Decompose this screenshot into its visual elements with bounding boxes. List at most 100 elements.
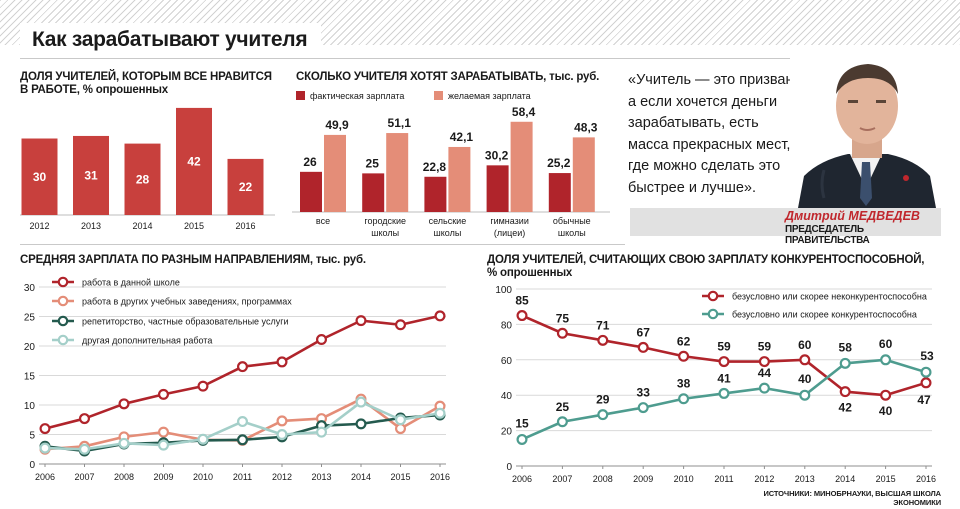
legend-label: репетиторство, частные образовательные у… [82, 317, 289, 327]
data-label: 60 [879, 337, 893, 351]
bar-data-label: 25 [366, 156, 380, 170]
x-tick-label: 2013 [311, 472, 331, 482]
data-point [718, 356, 730, 368]
legend-marker [57, 295, 69, 307]
data-label: 67 [637, 325, 651, 339]
x-tick-label: 2010 [674, 474, 694, 484]
competitive-chart-title-line-1: ДОЛЯ УЧИТЕЛЕЙ, СЧИТАЮЩИХ СВОЮ ЗАРПЛАТУ К… [487, 254, 925, 266]
x-tick-label: 2006 [35, 472, 55, 482]
legend-swatch [434, 91, 443, 100]
x-tick-label: сельские [429, 216, 467, 226]
x-tick-label: 2012 [272, 472, 292, 482]
data-point [355, 418, 367, 430]
quote-text: «Учитель — это призвание, а если хочется… [628, 70, 828, 200]
y-tick-label: 40 [501, 391, 513, 402]
legend-marker [707, 290, 719, 302]
data-point [718, 387, 730, 399]
data-point [434, 310, 446, 322]
data-point [880, 354, 892, 366]
x-tick-label: 2009 [153, 472, 173, 482]
y-tick-label: 25 [24, 313, 36, 324]
y-tick-label: 60 [501, 356, 513, 367]
data-label: 59 [717, 340, 731, 354]
data-point [516, 433, 528, 445]
data-point [597, 409, 609, 421]
data-point [920, 366, 932, 378]
data-point [395, 414, 407, 426]
competitive-line-chart: 0 20 40 60 80 100 2006 2007 2008 2009 2010 2011 2012… [495, 285, 936, 484]
x-tick-label: 2015 [184, 221, 204, 231]
x-tick-label: 2011 [714, 474, 733, 484]
quote-caption-band [630, 208, 941, 236]
bar [386, 133, 409, 212]
data-point [637, 341, 649, 353]
bar [548, 173, 571, 212]
x-tick-label: 2011 [233, 472, 252, 482]
quote-author-name: Дмитрий МЕДВЕДЕВ [785, 209, 920, 223]
data-point [237, 361, 249, 373]
data-label: 15 [515, 416, 529, 430]
x-tick-label: школы [558, 228, 586, 238]
bar [227, 158, 264, 215]
data-point [39, 423, 51, 435]
data-point [839, 386, 851, 398]
x-tick-label: 2009 [633, 474, 653, 484]
bar-data-label: 22 [239, 180, 253, 194]
y-tick-label: 30 [24, 283, 36, 294]
x-tick-label: 2012 [754, 474, 774, 484]
data-point [158, 426, 170, 438]
x-tick-label: 2006 [512, 474, 532, 484]
y-tick-label: 5 [29, 431, 35, 442]
x-tick-label: городские [364, 216, 406, 226]
bar [73, 135, 109, 215]
data-point [880, 389, 892, 401]
data-point [237, 434, 249, 446]
data-point [158, 388, 170, 400]
row-separator-left [20, 244, 625, 245]
quote-line: быстрее и лучше». [628, 179, 757, 196]
x-tick-label: 2016 [916, 474, 936, 484]
data-label: 33 [637, 386, 651, 400]
bar [510, 121, 533, 212]
source-note: ИСТОЧНИКИ: МИНОБРНАУКИ, ВЫСШАЯ ШКОЛА ЭКО… [763, 489, 941, 507]
data-point [39, 442, 51, 454]
x-tick-label: 2014 [351, 472, 371, 482]
competitive-chart-title-line-2: % опрошенных [487, 267, 573, 279]
data-point [197, 433, 209, 445]
page-title: Как зарабатывают учителя [20, 23, 322, 57]
data-label: 44 [758, 366, 772, 380]
data-label: 85 [515, 294, 529, 308]
satisfied-bar-chart: 30 2012 31 2013 28 2014 42 2015 22 2016 [20, 107, 275, 231]
bar [21, 138, 58, 215]
x-tick-label: гимназии [490, 216, 529, 226]
competitive-chart-title: ДОЛЯ УЧИТЕЛЕЙ, СЧИТАЮЩИХ СВОЮ ЗАРПЛАТУ К… [487, 254, 947, 280]
satisfied-chart-title: ДОЛЯ УЧИТЕЛЕЙ, КОТОРЫМ ВСЕ НРАВИТСЯ В РА… [20, 71, 280, 97]
x-tick-label: 2010 [193, 472, 213, 482]
bar [424, 176, 447, 212]
bar [176, 107, 212, 215]
data-point [395, 319, 407, 331]
quote-line: где можно сделать это [628, 158, 781, 175]
x-tick-label: 2008 [114, 472, 134, 482]
data-label: 38 [677, 377, 691, 391]
data-point [118, 437, 130, 449]
data-point [597, 334, 609, 346]
data-label: 75 [556, 311, 570, 325]
data-label: 59 [758, 340, 772, 354]
x-tick-label: все [316, 216, 330, 226]
data-label: 53 [920, 349, 934, 363]
wanted-salary-chart-title: СКОЛЬКО УЧИТЕЛЯ ХОТЯТ ЗАРАБАТЫВАТЬ, тыс.… [296, 71, 600, 83]
data-point [920, 377, 932, 389]
portrait-photo [790, 48, 941, 208]
data-point [78, 443, 90, 455]
y-tick-label: 100 [495, 285, 512, 296]
data-point [678, 350, 690, 362]
data-label: 29 [596, 393, 610, 407]
y-tick-label: 10 [24, 401, 36, 412]
x-tick-label: 2015 [390, 472, 410, 482]
data-label: 40 [879, 404, 893, 418]
x-tick-label: 2015 [876, 474, 896, 484]
data-point [678, 393, 690, 405]
x-tick-label: 2013 [81, 221, 101, 231]
data-point [118, 398, 130, 410]
